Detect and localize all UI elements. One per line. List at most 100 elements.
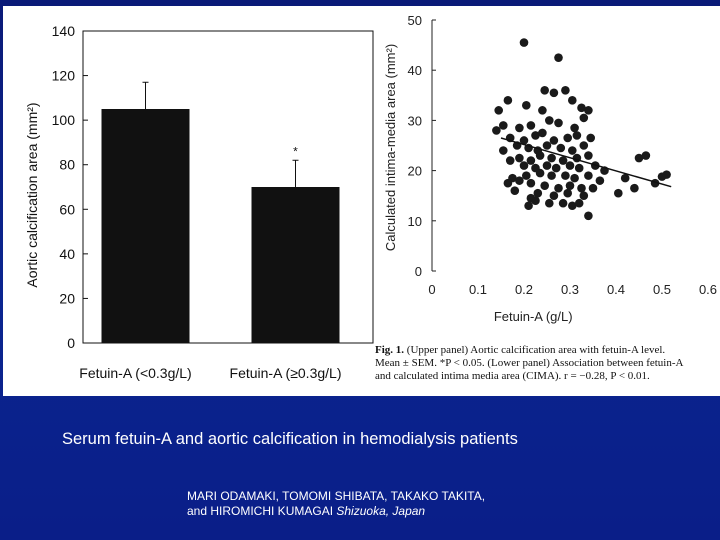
scatter-point <box>577 183 586 193</box>
slide-title: Serum fetuin-A and aortic calcification … <box>62 430 518 448</box>
scatter-point <box>568 201 577 211</box>
scatter-point <box>515 176 524 185</box>
scatter-x-tick-label: 0.3 <box>561 282 579 297</box>
caption-line-2: Mean ± SEM. *P < 0.05. (Lower panel) Ass… <box>375 357 684 369</box>
scatter-point <box>549 88 559 98</box>
scatter-point <box>526 178 536 188</box>
figure-caption: Fig. 1. (Upper panel) Aortic calcificati… <box>375 344 720 394</box>
scatter-y-tick-label: 0 <box>415 264 422 279</box>
scatter-point <box>542 161 552 170</box>
scatter-point <box>549 191 559 200</box>
scatter-point <box>574 163 584 173</box>
scatter-point <box>547 171 556 180</box>
scatter-point <box>588 183 598 193</box>
scatter-point <box>524 201 533 211</box>
scatter-trendline <box>500 137 672 188</box>
scatter-y-tick-label: 30 <box>408 113 422 128</box>
scatter-point <box>563 133 572 143</box>
scatter-y-tick-label: 20 <box>408 164 422 179</box>
bar-y-tick-label: 100 <box>52 112 76 128</box>
scatter-point <box>522 171 531 180</box>
scatter-point <box>584 106 593 115</box>
bar-y-tick-label: 40 <box>59 246 75 262</box>
scatter-point <box>533 188 543 198</box>
scatter-point <box>549 136 559 145</box>
scatter-x-tick-label: 0.2 <box>515 282 533 297</box>
scatter-point <box>554 183 563 193</box>
scatter-point <box>584 151 593 160</box>
bar-y-axis-label: Aortic calcification area (mm²) <box>24 102 40 287</box>
bar-y-tick-label: 140 <box>52 23 76 39</box>
bar-y-tick-label: 0 <box>67 335 75 351</box>
bar-plot-frame <box>82 30 374 344</box>
scatter-point <box>492 126 501 135</box>
bar-category-label: Fetuin-A (<0.3g/L) <box>79 365 191 381</box>
scatter-point <box>540 85 549 95</box>
scatter-point <box>526 121 536 130</box>
scatter-point <box>641 151 651 160</box>
scatter-point <box>620 173 630 183</box>
caption-label: Fig. 1. <box>375 344 405 356</box>
scatter-point <box>570 173 579 183</box>
scatter-point <box>563 188 572 198</box>
scatter-x-tick-label: 0.1 <box>469 282 487 297</box>
scatter-x-axis-label: Fetuin-A (g/L) <box>494 309 573 324</box>
scatter-point <box>634 153 644 163</box>
scatter-point <box>614 188 623 198</box>
scatter-point <box>568 96 577 105</box>
bar-chart: 0 20 40 60 80 100 120 140 Aortic calcification a… <box>24 23 374 381</box>
scatter-point <box>503 178 513 188</box>
scatter-point <box>531 131 540 140</box>
scatter-point <box>510 186 520 195</box>
scatter-point <box>547 153 556 163</box>
scatter-point <box>515 153 524 163</box>
scatter-y-axis-label: Calculated intima-media area (mm²) <box>383 44 398 251</box>
scatter-point <box>505 156 515 165</box>
scatter-point <box>561 171 570 180</box>
scatter-point <box>556 143 566 153</box>
scatter-point <box>503 96 513 105</box>
figure-panel: 0 20 40 60 80 100 120 140 Aortic calcification a… <box>3 6 720 396</box>
scatter-point <box>630 183 639 193</box>
scatter-point <box>526 156 536 165</box>
caption-line-3: and calculated intima media area (CIMA).… <box>375 370 650 382</box>
bar-y-tick-label: 20 <box>59 290 75 306</box>
scatter-y-tick-label: 50 <box>408 13 422 28</box>
scatter-point <box>551 163 561 173</box>
authors-line-2: and HIROMICHI KUMAGAI Shizuoka, Japan <box>187 504 485 519</box>
bar-y-tick-label: 60 <box>59 201 75 217</box>
bar-significance-marker: * <box>293 144 298 158</box>
scatter-point <box>584 211 593 221</box>
scatter-point <box>542 141 552 150</box>
scatter-point <box>538 128 547 138</box>
caption-line-1-text: (Upper panel) Aortic calcification area … <box>406 344 666 356</box>
scatter-point <box>584 171 593 180</box>
authors-line-1: MARI ODAMAKI, TOMOMI SHIBATA, TAKAKO TAK… <box>187 489 486 503</box>
scatter-point <box>494 106 504 115</box>
scatter-x-tick-label: 0 <box>428 282 435 297</box>
scatter-point <box>662 170 671 179</box>
scatter-point <box>586 133 595 143</box>
scatter-point <box>568 146 577 155</box>
scatter-point <box>519 136 529 145</box>
scatter-y-tick-label: 10 <box>408 214 422 229</box>
scatter-point <box>535 151 545 160</box>
scatter-point <box>519 38 529 47</box>
scatter-point <box>545 116 554 125</box>
slide-authors: MARI ODAMAKI, TOMOMI SHIBATA, TAKAKO TAK… <box>187 489 485 519</box>
scatter-point <box>572 131 582 140</box>
scatter-point <box>499 146 508 155</box>
scatter-point <box>535 168 545 178</box>
scatter-point <box>558 156 568 165</box>
scatter-point <box>540 181 549 190</box>
scatter-x-tick-label: 0.5 <box>653 282 671 297</box>
scatter-x-tick-label: 0.4 <box>607 282 625 297</box>
authors-line-2-names: and HIROMICHI KUMAGAI <box>187 504 334 518</box>
scatter-point <box>519 161 529 170</box>
scatter-point <box>526 193 536 203</box>
scatter-point <box>570 123 579 133</box>
scatter-point <box>574 198 584 208</box>
scatter-point <box>554 118 563 128</box>
scatter-point <box>577 103 586 113</box>
